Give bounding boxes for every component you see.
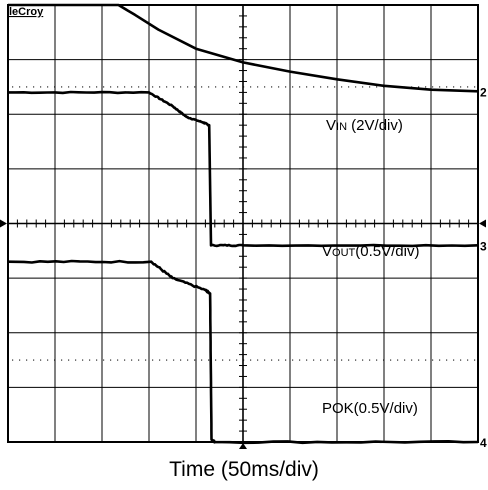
channel-markers: 2 3 4 bbox=[480, 85, 487, 450]
trace-2 bbox=[8, 3, 479, 93]
trigger-time-arrow bbox=[239, 443, 247, 449]
trace-4 bbox=[7, 259, 479, 445]
vout-label-main: V bbox=[322, 243, 332, 260]
vout-label-sub: OUT bbox=[332, 247, 356, 259]
channel-marker-2: 2 bbox=[480, 85, 487, 99]
trace-layer bbox=[7, 3, 479, 445]
vin-label: VIN (2V/div) bbox=[326, 117, 403, 134]
vout-label-rest: (0.5V/div) bbox=[355, 243, 419, 260]
channel-marker-4: 4 bbox=[480, 436, 487, 450]
pok-label: POK(0.5V/div) bbox=[322, 400, 418, 417]
vin-label-main: V bbox=[326, 117, 336, 134]
x-axis-label: Time (50ms/div) bbox=[169, 458, 319, 481]
trace-3 bbox=[8, 90, 479, 248]
vout-label: VOUT(0.5V/div) bbox=[322, 243, 419, 260]
brand-label: leCroy bbox=[9, 6, 44, 18]
vin-label-rest: (2V/div) bbox=[347, 117, 403, 134]
graticule-grid bbox=[0, 4, 486, 449]
trigger-level-arrow-right bbox=[479, 219, 486, 228]
vin-label-sub: IN bbox=[336, 121, 347, 133]
channel-marker-3: 3 bbox=[480, 239, 487, 253]
trigger-level-arrow-left bbox=[0, 219, 7, 228]
